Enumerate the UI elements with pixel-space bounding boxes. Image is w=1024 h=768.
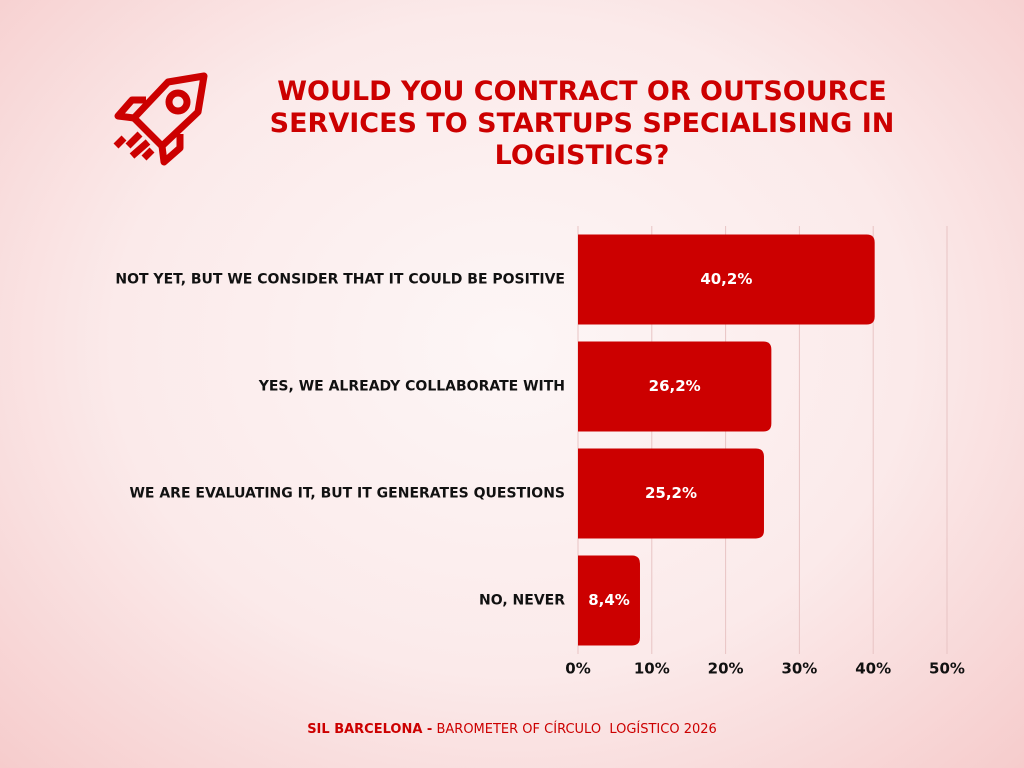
x-tick-label: 50% — [929, 660, 965, 678]
bar — [578, 341, 772, 432]
x-tick-label: 40% — [855, 660, 891, 678]
x-tick-label: 20% — [708, 660, 744, 678]
bar — [578, 234, 875, 325]
data-label: 40,2% — [700, 270, 752, 288]
bar — [578, 448, 764, 539]
y-tick-label: NOT YET, BUT WE CONSIDER THAT IT COULD B… — [115, 272, 565, 288]
data-label: 26,2% — [649, 377, 701, 395]
y-tick-label: YES, WE ALREADY COLLABORATE WITH — [258, 379, 565, 395]
footer: SIL BARCELONA - BAROMETER OF CÍRCULO LOG… — [0, 722, 1024, 737]
x-tick-label: 0% — [565, 660, 590, 678]
data-label: 8,4% — [588, 591, 630, 609]
x-tick-label: 30% — [781, 660, 817, 678]
footer-source-label: SIL BARCELONA - — [307, 722, 433, 737]
y-tick-label: NO, NEVER — [479, 593, 565, 609]
footer-source: BAROMETER OF CÍRCULO LOGÍSTICO 2026 — [436, 722, 717, 737]
y-tick-label: WE ARE EVALUATING IT, BUT IT GENERATES Q… — [129, 486, 565, 502]
chart-title: WOULD YOU CONTRACT OR OUTSOURCE SERVICES… — [269, 76, 895, 171]
x-tick-label: 10% — [634, 660, 670, 678]
data-label: 25,2% — [645, 484, 697, 502]
rocket-icon — [113, 72, 208, 166]
bar — [578, 555, 640, 646]
